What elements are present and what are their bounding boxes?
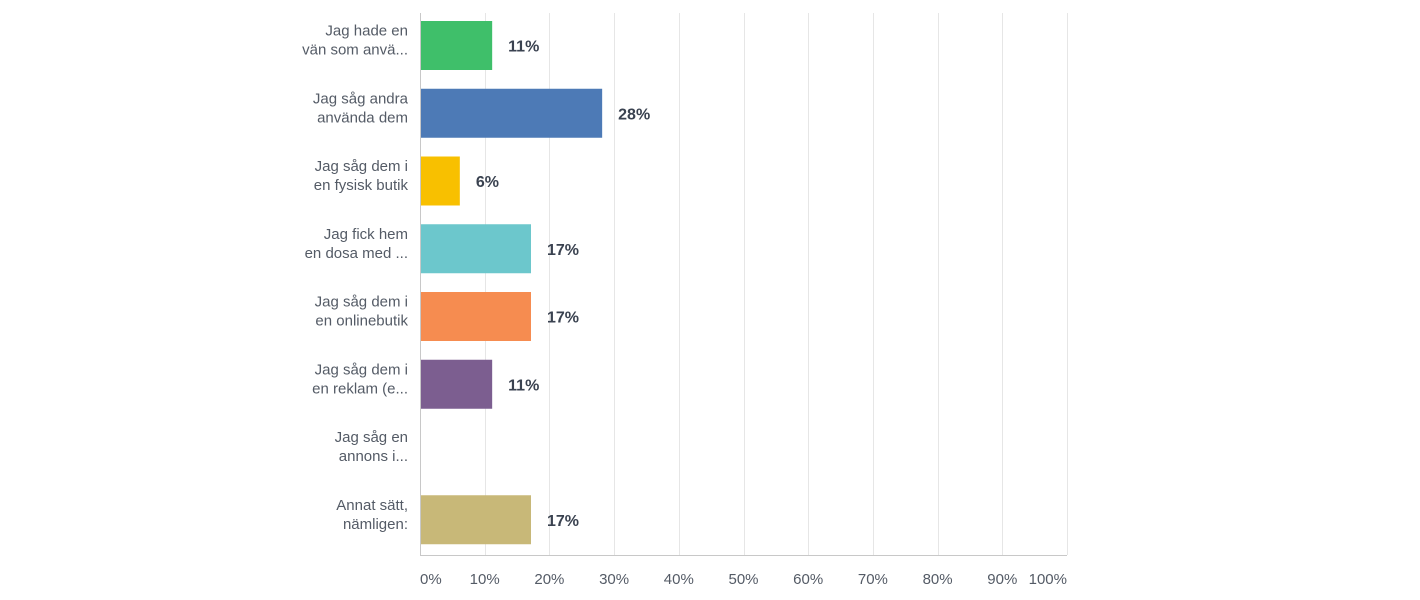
bar-2	[421, 88, 603, 138]
x-tick-label: 30%	[599, 571, 629, 588]
value-labels: 11% 28% 6% 17% 17% 11% 17%	[476, 39, 650, 530]
category-label-line: Jag såg andra	[313, 90, 409, 107]
x-tick-label: 20%	[534, 571, 564, 588]
category-label-5: Jag såg dem i en onlinebutik	[315, 294, 409, 330]
category-label-line: Jag såg dem i	[315, 158, 408, 175]
category-labels: Jag hade en vän som anvä... Jag såg andra a…	[302, 23, 409, 533]
category-label-line: Jag fick hem	[324, 226, 408, 243]
category-label-line: Jag såg dem i	[315, 361, 408, 378]
bar-8	[421, 495, 531, 545]
x-tick-label: 60%	[793, 571, 823, 588]
category-label-1: Jag hade en vän som anvä...	[302, 23, 408, 59]
value-label-2: 28%	[618, 106, 650, 123]
value-label-6: 11%	[508, 377, 539, 394]
x-tick-label: 90%	[987, 571, 1017, 588]
x-tick-label: 100%	[1029, 571, 1067, 588]
value-label-8: 17%	[547, 513, 579, 530]
bar-6	[421, 359, 493, 409]
category-label-line: vän som anvä...	[302, 42, 408, 59]
bars	[421, 21, 603, 545]
bar-5	[421, 292, 531, 341]
category-label-3: Jag såg dem i en fysisk butik	[314, 158, 409, 194]
category-label-line: en reklam (e...	[312, 380, 408, 397]
category-label-line: Jag såg dem i	[315, 294, 408, 311]
x-tick-labels: 0% 10% 20% 30% 40% 50% 60% 70% 80% 90% 100%	[420, 571, 1067, 588]
value-label-4: 17%	[547, 242, 579, 259]
category-label-line: en onlinebutik	[315, 313, 408, 330]
x-tick-label: 50%	[728, 571, 758, 588]
bar-1	[421, 21, 493, 70]
x-tick-label: 70%	[858, 571, 888, 588]
value-label-5: 17%	[547, 310, 579, 327]
category-label-line: Annat sätt,	[336, 497, 408, 514]
category-label-line: annons i...	[339, 448, 408, 465]
x-tick-label: 40%	[664, 571, 694, 588]
category-label-4: Jag fick hem en dosa med ...	[305, 226, 408, 262]
category-label-line: en fysisk butik	[314, 177, 409, 194]
value-label-3: 6%	[476, 174, 499, 191]
category-label-line: nämligen:	[343, 516, 408, 533]
bar-3	[421, 156, 460, 206]
bar-4	[421, 224, 531, 274]
x-tick-label: 80%	[923, 571, 953, 588]
category-label-line: använda dem	[317, 109, 408, 126]
value-label-1: 11%	[508, 39, 539, 56]
x-tick-label: 10%	[470, 571, 500, 588]
category-label-line: Jag hade en	[325, 23, 408, 40]
category-label-line: Jag såg en	[335, 429, 408, 446]
category-label-line: en dosa med ...	[305, 245, 408, 262]
category-label-6: Jag såg dem i en reklam (e...	[312, 361, 408, 397]
category-label-7: Jag såg en annons i...	[335, 429, 408, 465]
x-tick-label: 0%	[420, 571, 442, 588]
category-label-2: Jag såg andra använda dem	[313, 90, 409, 126]
category-label-8: Annat sätt, nämligen:	[336, 497, 408, 533]
axes	[420, 13, 1067, 556]
